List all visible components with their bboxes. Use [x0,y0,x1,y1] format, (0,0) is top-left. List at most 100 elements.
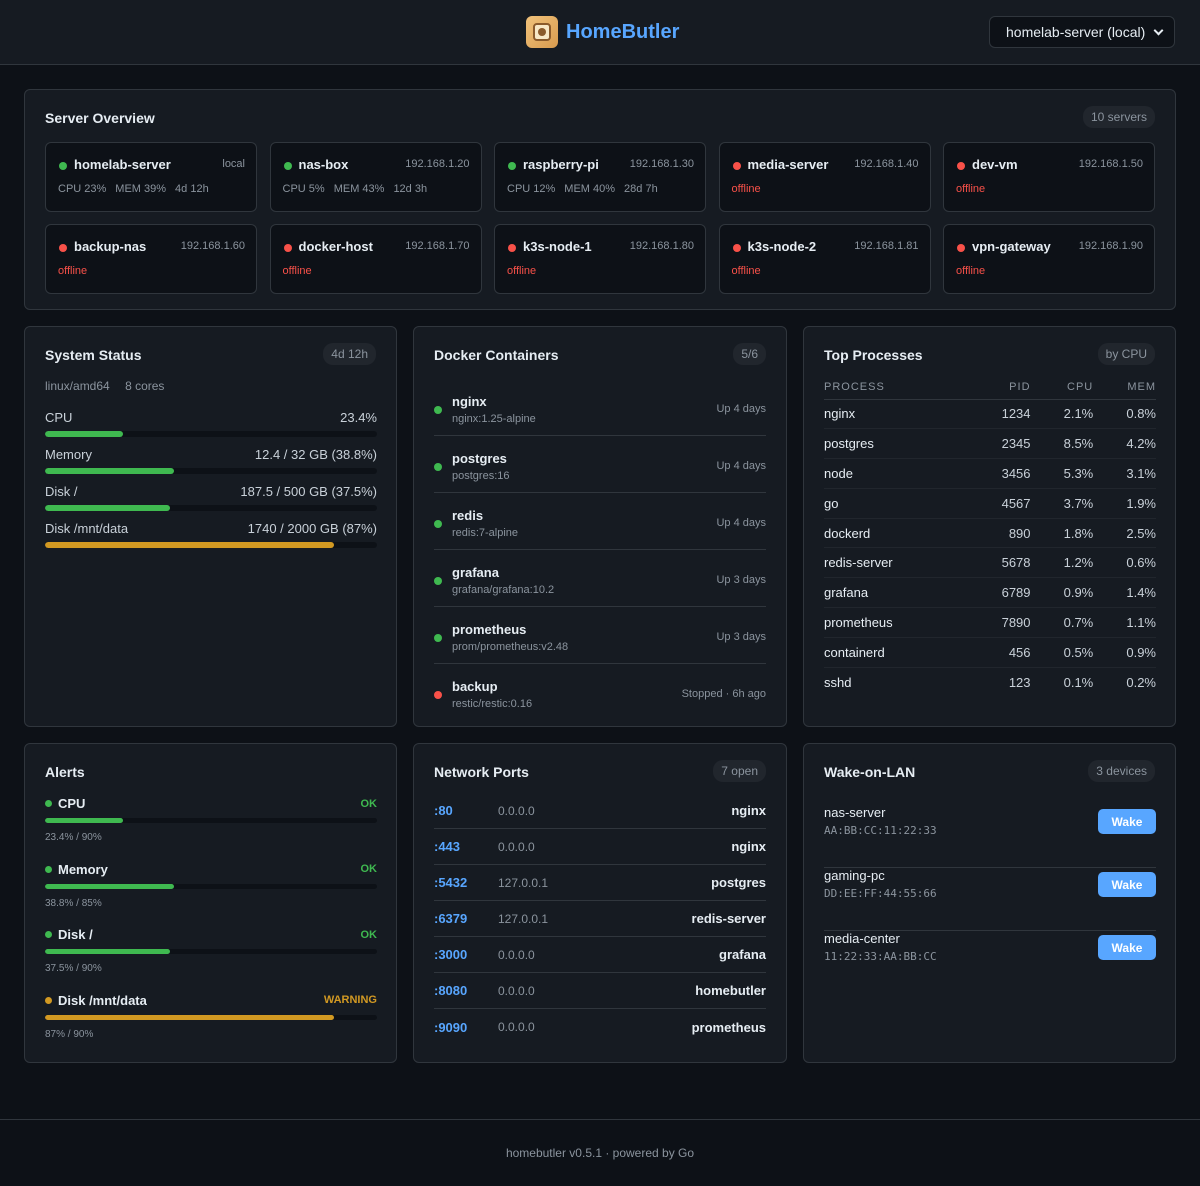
alert-head: Disk / OK [45,927,377,942]
card-title: Server Overview [45,110,155,126]
server-tile[interactable]: docker-host 192.168.1.70 offline [269,224,482,294]
container-name: redis [452,508,484,523]
container-status: Up 3 days [716,631,766,643]
status-dot-icon [45,865,52,873]
wol-device: media-center 11:22:33:AA:BB:CC Wake [824,931,1156,994]
chevron-down-icon [1153,25,1164,35]
table-cell: 2.5% [1093,518,1156,549]
container-image: restic/restic:0.16 [452,698,533,710]
container-name: prometheus [452,622,527,637]
server-tile[interactable]: k3s-node-1 192.168.1.80 offline [494,224,706,294]
server-ip: 192.168.1.81 [854,240,919,252]
brand[interactable]: HomeButler [526,16,679,48]
table-cell: 6789 [969,577,1031,609]
meter-value: 1740 / 2000 GB (87%) [247,521,377,536]
port-row: :9090 0.0.0.0 prometheus [434,1009,766,1045]
alert-bar-fill [45,818,123,823]
server-stats: CPU 23% MEM 39% 4d 12h [58,183,218,195]
server-tile[interactable]: k3s-node-2 192.168.1.81 offline [718,224,931,294]
device-mac: 11:22:33:AA:BB:CC [824,950,937,963]
alert-item: CPU OK 23.4% / 90% [45,796,377,843]
alert-state: OK [360,797,378,810]
container-row[interactable]: redis redis:7-alpine Up 4 days [434,493,766,550]
table-cell: 2.1% [1030,399,1094,430]
server-ip: local [222,158,245,170]
container-image: nginx:1.25-alpine [452,413,536,425]
table-cell: 0.5% [1030,637,1094,668]
wake-button[interactable]: Wake [1098,809,1156,834]
container-row[interactable]: backup restic/restic:0.16 Stopped · 6h ago [434,664,766,721]
table-cell: 4567 [969,488,1031,519]
table-row: node 3456 5.3% 3.1% [824,458,1156,489]
alert-item: Disk / OK 37.5% / 90% [45,927,377,974]
server-select[interactable]: homelab-server (local) [989,16,1175,48]
column-header[interactable]: CPU [1030,375,1094,400]
server-tile[interactable]: dev-vm 192.168.1.50 offline [943,142,1155,212]
server-cpu: CPU 5% [282,183,325,195]
table-row: postgres 2345 8.5% 4.2% [824,428,1156,460]
table-cell: 4.2% [1093,428,1156,460]
table-cell: 1.4% [1093,577,1156,609]
table-cell: 0.7% [1030,607,1094,638]
container-row[interactable]: prometheus prom/prometheus:v2.48 Up 3 days [434,607,766,664]
server-ip: 192.168.1.50 [1078,158,1143,170]
server-offline-label: offline [956,265,986,277]
alert-name: Disk / [58,927,93,942]
column-header[interactable]: PID [969,375,1031,400]
wake-button[interactable]: Wake [1098,872,1156,897]
server-tile[interactable]: vpn-gateway 192.168.1.90 offline [943,224,1155,294]
port-number: :6379 [434,911,468,926]
server-name: nas-box [298,157,349,172]
container-row[interactable]: postgres postgres:16 Up 4 days [434,436,766,493]
container-count-badge: 5/6 [733,343,766,365]
port-row: :80 0.0.0.0 nginx [434,793,766,829]
device-name: gaming-pc [824,868,885,883]
device-mac: DD:EE:FF:44:55:66 [824,887,937,900]
container-row[interactable]: nginx nginx:1.25-alpine Up 4 days [434,379,766,436]
server-ip: 192.168.1.40 [854,158,919,170]
container-row[interactable]: grafana grafana/grafana:10.2 Up 3 days [434,550,766,607]
port-number: :80 [434,803,453,818]
meter-value: 12.4 / 32 GB (38.8%) [254,447,377,462]
server-stats: CPU 5% MEM 43% 12d 3h [283,183,437,195]
server-tile[interactable]: nas-box 192.168.1.20 CPU 5% MEM 43% 12d 3h [269,142,482,212]
container-status: Up 4 days [716,517,766,529]
cores-label: 8 cores [125,379,165,393]
server-tile[interactable]: media-server 192.168.1.40 offline [718,142,931,212]
meter-bar-fill [45,468,174,474]
status-dot-icon [59,162,67,170]
alert-label: Disk /mnt/data [45,993,147,1008]
server-ip: 192.168.1.30 [629,158,694,170]
table-cell: 890 [969,518,1031,549]
server-tile[interactable]: homelab-server local CPU 23% MEM 39% 4d 12h [45,142,257,212]
wake-button[interactable]: Wake [1098,935,1156,960]
column-header[interactable]: MEM [1093,375,1156,400]
port-row: :8080 0.0.0.0 homebutler [434,973,766,1009]
status-dot-icon [957,244,965,252]
uptime-badge: 4d 12h [323,343,376,365]
process-table: PROCESS PID CPU MEM nginx 1234 2.1% 0.8% postgr… [824,375,1156,697]
meter-row: Disk /mnt/data 1740 / 2000 GB (87%) [45,521,377,536]
meter-label: Disk / [45,484,78,499]
port-address: 0.0.0.0 [498,839,535,854]
table-cell: 123 [1008,674,1031,690]
column-header[interactable]: PROCESS [824,375,970,400]
card-title: Wake-on-LAN [824,764,916,780]
footer-text: homebutler v0.5.1 · powered by Go [505,1146,695,1160]
server-tile[interactable]: raspberry-pi 192.168.1.30 CPU 12% MEM 40% 28… [494,142,706,212]
port-process: nginx [731,839,766,854]
table-cell: 3456 [969,458,1031,489]
server-offline-label: offline [731,183,761,195]
card-title: Docker Containers [434,347,559,363]
server-ip: 192.168.1.90 [1078,240,1143,252]
status-dot-icon [283,162,292,170]
alert-bar-fill [45,1014,334,1020]
port-process: homebutler [695,983,766,998]
container-image: grafana/grafana:10.2 [452,584,555,596]
table-row: dockerd 890 1.8% 2.5% [824,518,1156,549]
server-tile[interactable]: backup-nas 192.168.1.60 offline [45,224,257,294]
server-cpu: CPU 23% [58,183,107,195]
status-dot-icon [434,406,442,414]
alert-bar [45,883,377,889]
server-name: k3s-node-2 [747,239,817,254]
